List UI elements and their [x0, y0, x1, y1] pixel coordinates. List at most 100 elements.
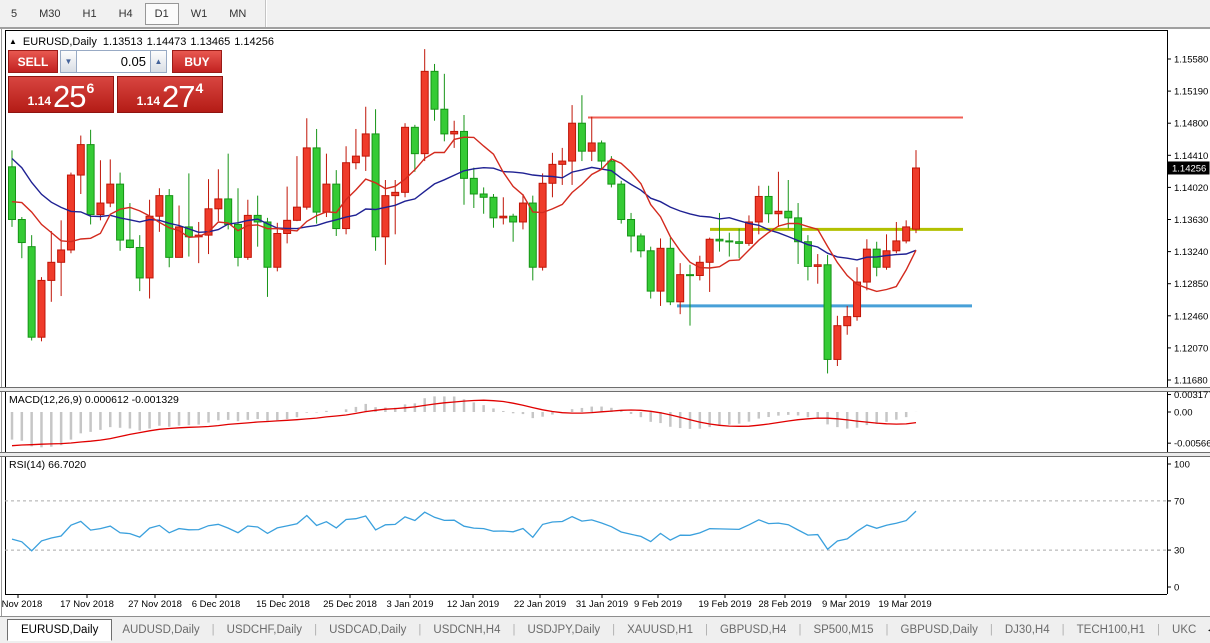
candle: [66, 174, 75, 251]
date-axis-label: 9 Feb 2019: [634, 599, 682, 610]
candle: [292, 206, 301, 221]
sell-button[interactable]: SELL: [8, 50, 58, 73]
date-axis-label: 19 Feb 2019: [698, 599, 751, 610]
lot-decrease-button[interactable]: ▼: [60, 50, 77, 73]
candle: [499, 215, 508, 219]
candle: [744, 221, 753, 244]
macd-axis-label: 0.003177: [1174, 390, 1210, 401]
toolbar-separator: [265, 0, 268, 27]
candle: [214, 198, 223, 210]
candle: [509, 215, 518, 223]
timeframe-button-h4[interactable]: H4: [118, 7, 133, 20]
buy-price-prefix: 1.14: [136, 94, 161, 108]
candle: [676, 274, 685, 303]
tab-usdcad-daily[interactable]: USDCAD,Daily: [329, 624, 407, 636]
candle: [528, 202, 537, 268]
lot-size-input[interactable]: [77, 50, 150, 73]
sell-price-box[interactable]: 1.14 25 6: [8, 76, 114, 113]
timeframe-button-5[interactable]: 5: [11, 7, 18, 20]
candle: [803, 241, 812, 267]
tab-eurusd-daily[interactable]: EURUSD,Daily: [7, 619, 113, 641]
macd-axis-label: 0.00: [1174, 408, 1193, 419]
timeframe-button-d1[interactable]: D1: [144, 2, 179, 25]
price-axis-label: 1.13240: [1174, 247, 1208, 258]
candle: [342, 162, 351, 230]
candle: [587, 142, 596, 152]
timeframe-button-mn[interactable]: MN: [229, 7, 247, 20]
price-axis-label: 1.14020: [1174, 183, 1208, 194]
candle: [646, 250, 655, 292]
moving-average-fast: [11, 136, 917, 293]
buy-price-box[interactable]: 1.14 27 4: [117, 76, 223, 113]
candle: [96, 202, 105, 216]
date-axis-label: 19 Mar 2019: [878, 599, 931, 610]
timeframe-button-w1[interactable]: W1: [190, 7, 208, 20]
candle: [853, 281, 862, 318]
tab-tech100-h1[interactable]: TECH100,H1: [1076, 624, 1146, 636]
date-axis-label: 31 Jan 2019: [576, 599, 628, 610]
candle: [27, 246, 36, 338]
date-axis-label: 28 Feb 2019: [758, 599, 811, 610]
tab-gbpusd-h4[interactable]: GBPUSD,H4: [719, 624, 787, 636]
collapse-triangle-icon[interactable]: ▲: [9, 37, 17, 46]
candle: [155, 195, 164, 217]
candle: [577, 122, 586, 152]
ohlc-close-value: 1.14256: [234, 36, 274, 48]
candle: [764, 195, 773, 215]
price-axis-label: 1.12850: [1174, 279, 1208, 290]
tab-ukc[interactable]: UKC: [1172, 624, 1197, 636]
rsi-line: [11, 510, 917, 552]
rsi-axis-label: 70: [1174, 496, 1185, 507]
candle: [430, 70, 439, 110]
tab-audusd-daily[interactable]: AUDUSD,Daily: [122, 624, 200, 636]
chevron-down-icon: ▼: [64, 57, 73, 66]
candle: [686, 274, 694, 277]
tab-usdcnh-h4[interactable]: USDCNH,H4: [433, 624, 501, 636]
tab-dj30-h4[interactable]: DJ30,H4: [1004, 624, 1050, 636]
candle: [568, 122, 577, 162]
rsi-axis-label: 30: [1174, 546, 1185, 557]
price-axis-label: 1.14800: [1174, 119, 1208, 130]
date-axis-label: 27 Nov 2018: [128, 599, 182, 610]
candle: [37, 279, 46, 338]
timeframe-button-m30[interactable]: M30: [39, 7, 61, 20]
tab-usdchf-daily[interactable]: USDCHF,Daily: [226, 624, 303, 636]
candle: [715, 238, 724, 242]
candle: [518, 202, 527, 223]
candle: [774, 210, 783, 215]
timeframe-button-h1[interactable]: H1: [82, 7, 97, 20]
candle: [410, 126, 419, 155]
candle: [882, 250, 891, 268]
buy-button[interactable]: BUY: [172, 50, 222, 73]
tab-scroll-left-button[interactable]: ◄: [1206, 625, 1210, 635]
price-axis-label: 1.15190: [1174, 87, 1208, 98]
tab-xauusd-h1[interactable]: XAUUSD,H1: [627, 624, 693, 636]
tab-separator: |: [612, 624, 616, 636]
pane-splitter: [0, 387, 1210, 392]
tab-sp500-m15[interactable]: SP500,M15: [813, 624, 874, 636]
candle: [381, 195, 390, 238]
date-axis-label: 3 Jan 2019: [386, 599, 433, 610]
candle: [735, 241, 744, 244]
buy-price-pip: 4: [195, 80, 204, 96]
candle: [617, 183, 626, 221]
lot-increase-button[interactable]: ▲: [150, 50, 167, 73]
tab-separator: |: [1157, 624, 1161, 636]
candle: [224, 198, 233, 225]
tab-gbpusd-daily[interactable]: GBPUSD,Daily: [900, 624, 978, 636]
candle: [627, 219, 636, 237]
candle: [813, 264, 822, 267]
candle: [636, 235, 645, 252]
timeframe-toolbar: 5 M30 H1 H4 D1 W1 MN: [0, 0, 1210, 29]
candle: [76, 144, 85, 176]
tab-usdjpy-daily[interactable]: USDJPY,Daily: [527, 624, 601, 636]
sell-price-prefix: 1.14: [27, 94, 52, 108]
ohlc-high-value: 1.14473: [146, 36, 187, 48]
moving-average-slow: [11, 157, 917, 261]
candle: [175, 226, 184, 258]
sell-price-big: 25: [53, 79, 86, 114]
date-axis-label: 12 Jan 2019: [447, 599, 499, 610]
candle: [784, 210, 793, 219]
